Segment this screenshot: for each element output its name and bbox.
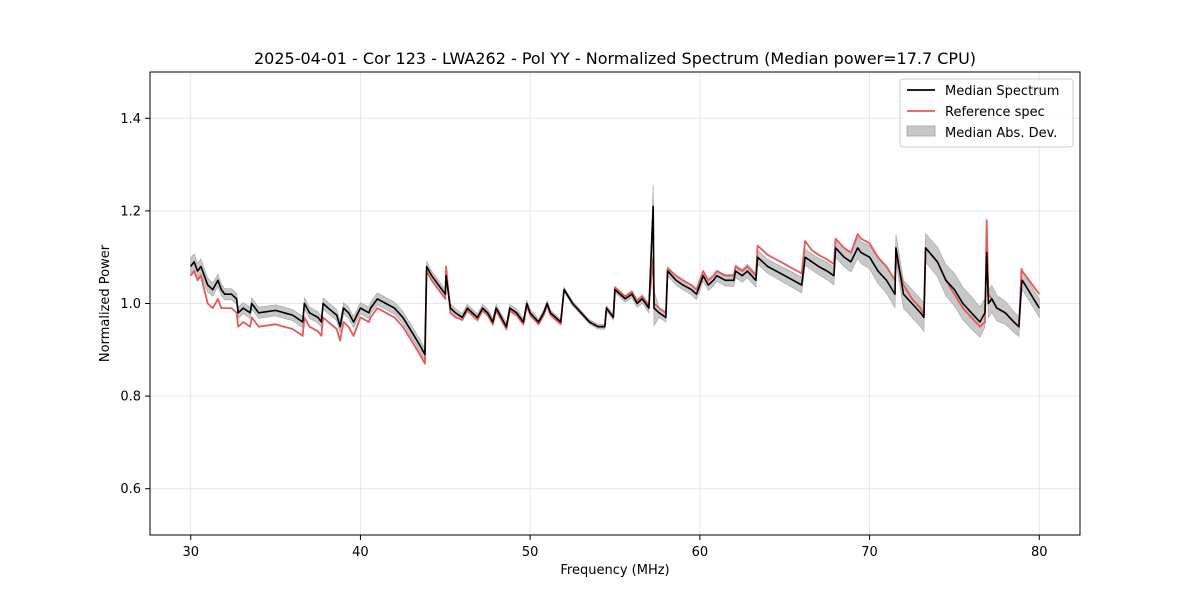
x-tick-label: 30 — [182, 545, 199, 560]
y-axis-label: Normalized Power — [98, 244, 113, 362]
legend-mad-swatch — [906, 125, 936, 137]
y-tick-label: 1.2 — [120, 204, 141, 219]
x-axis-label: Frequency (MHz) — [560, 563, 669, 578]
legend: Median Spectrum Reference spec Median Ab… — [899, 78, 1074, 148]
x-tick-label: 50 — [522, 545, 539, 560]
median-spectrum-line — [190, 205, 1040, 356]
y-tick-label: 1.0 — [120, 297, 141, 312]
legend-box — [899, 78, 1074, 148]
legend-label-median: Median Spectrum — [945, 84, 1059, 99]
axis-ticks: 30 40 50 60 70 80 0.6 0.8 1.0 1.2 1.4 — [120, 112, 1047, 560]
x-tick-label: 70 — [861, 545, 878, 560]
x-tick-label: 80 — [1031, 545, 1048, 560]
x-tick-label: 60 — [692, 545, 709, 560]
y-tick-label: 0.8 — [120, 390, 141, 405]
legend-label-reference: Reference spec — [945, 105, 1045, 120]
chart-title: 2025-04-01 - Cor 123 - LWA262 - Pol YY -… — [254, 49, 976, 68]
x-tick-label: 40 — [352, 545, 369, 560]
y-tick-label: 0.6 — [120, 482, 141, 497]
y-tick-label: 1.4 — [120, 112, 141, 127]
median-line-layer — [190, 205, 1040, 356]
legend-label-mad: Median Abs. Dev. — [945, 126, 1057, 141]
